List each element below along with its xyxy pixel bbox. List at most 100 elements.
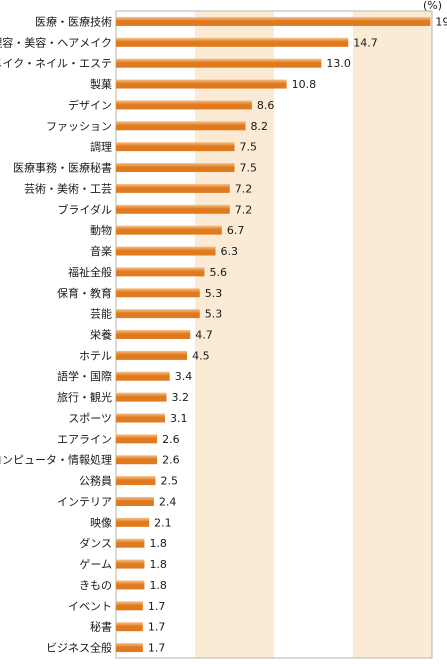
bar-row: インテリア 2.4	[57, 495, 176, 508]
category-label: イベント	[68, 600, 112, 613]
bar-row: 秘書 1.7	[90, 620, 165, 634]
bar	[116, 580, 145, 590]
value-label: 1.8	[149, 537, 167, 550]
bar-row: 語学・国際 3.4	[57, 369, 192, 383]
value-label: 6.3	[221, 245, 239, 258]
bar-row: 調理 7.5	[90, 140, 257, 154]
bar-row: ホテル 4.5	[79, 349, 210, 362]
value-label: 2.5	[161, 475, 179, 488]
bar-row: ブライダル 7.2	[57, 202, 252, 216]
bar	[116, 496, 154, 506]
value-label: 2.4	[159, 495, 177, 508]
category-label: 秘書	[90, 620, 112, 634]
value-label: 5.6	[209, 266, 227, 279]
value-label: 13.0	[326, 57, 351, 70]
value-label: 10.8	[292, 78, 317, 91]
bar	[116, 371, 170, 381]
category-label: 製菓	[90, 77, 112, 91]
bar	[116, 183, 230, 193]
value-label: 4.5	[192, 349, 210, 362]
unit-label: (%)	[423, 0, 442, 12]
bar-row: 保育・教育 5.3	[57, 286, 222, 300]
bar	[116, 455, 158, 465]
bar-row: デザイン 8.6	[68, 98, 274, 112]
bar-row: 動物 6.7	[90, 223, 244, 237]
category-label: 医療・医療技術	[35, 14, 112, 28]
category-label: 動物	[90, 223, 112, 237]
bar	[116, 37, 349, 47]
bar	[116, 434, 158, 444]
bar-row: 音楽 6.3	[90, 244, 238, 258]
bar	[116, 601, 143, 611]
value-label: 7.2	[235, 182, 253, 195]
category-label: ゲーム	[79, 558, 112, 571]
value-label: 1.7	[148, 642, 166, 655]
category-label: 保育・教育	[57, 286, 112, 300]
value-label: 1.8	[149, 579, 167, 592]
bar-row: イベント 1.7	[68, 600, 165, 613]
value-label: 2.6	[162, 454, 180, 467]
bar	[116, 288, 200, 298]
bar	[116, 58, 322, 68]
bar-row: エアライン 2.6	[57, 433, 180, 446]
category-label: 栄養	[90, 328, 112, 342]
bar	[116, 16, 431, 26]
bar-row: 製菓 10.8	[90, 77, 316, 91]
grid-band	[353, 11, 432, 658]
category-label: 福祉全般	[68, 265, 112, 279]
bar-row: 理容・美容・ヘアメイク 14.7	[0, 35, 378, 49]
bar	[116, 413, 165, 423]
value-label: 7.5	[240, 162, 258, 175]
category-label: 医療事務・医療秘書	[13, 161, 112, 175]
category-label: ビジネス全般	[46, 641, 112, 655]
bar-row: 映像 2.1	[90, 516, 172, 529]
bar-row: ゲーム 1.8	[79, 558, 167, 571]
bar	[116, 330, 191, 339]
bar-row: ダンス 1.8	[79, 536, 167, 550]
grid-bands	[195, 11, 432, 658]
value-label: 7.5	[240, 141, 258, 154]
category-label: 旅行・観光	[57, 390, 112, 404]
value-label: 5.3	[205, 308, 223, 321]
bar-row: ビジネス全般 1.7	[46, 641, 165, 655]
category-label: 理容・美容・ヘアメイク	[0, 35, 112, 49]
bar-row: きもの 1.8	[79, 579, 167, 592]
category-label: 語学・国際	[57, 369, 112, 383]
value-label: 8.2	[251, 120, 269, 133]
bar-row: 医療・医療技術 19.9	[35, 14, 447, 28]
category-label: エアライン	[57, 433, 112, 446]
bar-row: 医療事務・医療秘書 7.5	[13, 161, 257, 175]
value-label: 8.6	[257, 99, 275, 112]
bar-row: ファッション 8.2	[46, 120, 268, 133]
value-label: 19.9	[435, 15, 447, 28]
bar	[116, 350, 188, 360]
category-label: 公務員	[79, 474, 112, 488]
category-label: メイク・ネイル・エステ	[0, 57, 112, 70]
bar	[116, 392, 167, 402]
bar-row: 栄養 4.7	[90, 328, 213, 342]
bar-row: 福祉全般 5.6	[68, 265, 227, 279]
bar	[116, 163, 235, 173]
value-label: 2.1	[154, 516, 172, 529]
value-label: 3.1	[170, 412, 188, 425]
value-label: 1.7	[148, 621, 166, 634]
bar-row: コンピュータ・情報処理 2.6	[0, 454, 180, 467]
category-label: スポーツ	[68, 412, 112, 425]
value-label: 7.2	[235, 203, 253, 216]
category-label: デザイン	[68, 98, 112, 112]
bar	[116, 267, 205, 277]
category-label: インテリア	[57, 495, 112, 508]
value-label: 5.3	[205, 287, 223, 300]
category-label: コンピュータ・情報処理	[0, 454, 112, 467]
bar-row: メイク・ネイル・エステ 13.0	[0, 57, 351, 70]
category-label: ファッション	[46, 120, 112, 133]
value-label: 1.8	[149, 558, 167, 571]
category-label: 音楽	[90, 244, 112, 258]
bar	[116, 476, 156, 486]
bar-row: 芸術・美術・工芸 7.2	[24, 182, 252, 195]
bar	[116, 79, 287, 89]
bar	[116, 538, 145, 548]
bar-row: 芸能 5.3	[90, 307, 222, 321]
bar	[116, 204, 230, 214]
bar	[116, 559, 145, 569]
